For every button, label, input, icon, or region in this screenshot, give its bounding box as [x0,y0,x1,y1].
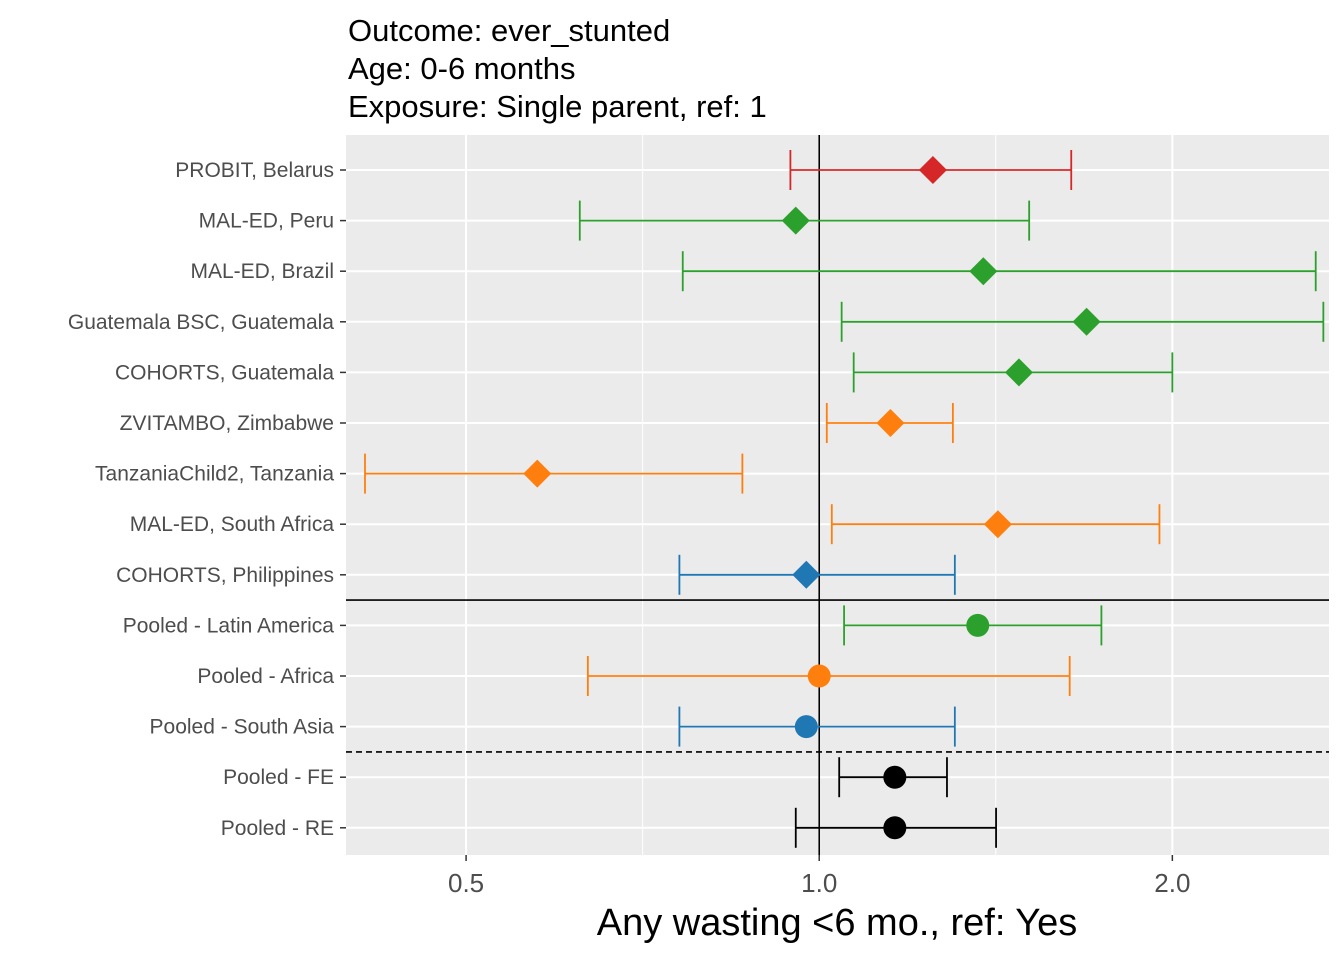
estimate-row [838,757,948,798]
title-line-exposure: Exposure: Single parent, ref: 1 [348,89,767,124]
estimate-row [852,352,1174,393]
y-axis-label: COHORTS, Guatemala [115,361,334,384]
y-axis-label: MAL-ED, Brazil [190,260,334,283]
reference-lines [346,135,1329,855]
point-estimate-diamond [918,156,947,184]
y-axis-label: TanzaniaChild2, Tanzania [95,463,334,486]
point-estimate-circle [794,715,818,739]
point-estimate-circle [966,613,990,637]
estimate-row [678,706,956,747]
x-tick-label: 1.0 [801,868,837,898]
y-axis-label: Pooled - FE [223,766,334,789]
point-estimate-circle [807,664,831,688]
y-axis-label: Pooled - South Asia [150,716,335,739]
x-tick-label: 0.5 [448,868,484,898]
estimate-row [678,554,956,595]
estimate-row [578,200,1031,241]
point-estimate-diamond [523,459,552,488]
chart-title: Outcome: ever_stunted Age: 0-6 months Ex… [348,13,767,124]
x-axis-label: Any wasting <6 mo., ref: Yes [597,902,1078,944]
x-axis-ticks: 0.5 1.0 2.0 [448,855,1190,898]
title-line-age: Age: 0-6 months [348,51,575,86]
y-axis-label: Pooled - RE [221,817,334,840]
point-estimate-diamond [876,409,905,437]
estimate-row [830,504,1161,545]
point-estimate-diamond [983,510,1012,539]
x-tick-label: 2.0 [1154,868,1190,898]
y-axis-label: Pooled - Latin America [123,614,335,637]
estimate-row [586,656,1071,696]
estimate-row [840,301,1325,342]
point-estimate-circle [883,816,907,840]
y-axis-label: MAL-ED, Peru [199,210,334,233]
estimate-row [794,807,997,848]
point-estimate-diamond [792,560,821,589]
y-axis-labels: PROBIT, Belarus MAL-ED, Peru MAL-ED, Brazi… [68,159,346,840]
plot-panel [346,135,1329,855]
y-axis-label: MAL-ED, South Africa [130,513,335,536]
title-line-outcome: Outcome: ever_stunted [348,13,670,48]
estimate-row [843,605,1103,646]
y-axis-label: Pooled - Africa [197,665,334,688]
point-estimate-circle [883,765,907,789]
estimate-rows [364,150,1325,848]
estimate-row [681,251,1317,292]
estimate-row [789,150,1073,190]
point-estimate-diamond [1004,358,1033,387]
y-axis-label: PROBIT, Belarus [175,159,334,182]
point-estimate-diamond [969,257,998,286]
point-estimate-diamond [1072,307,1101,336]
y-axis-label: ZVITAMBO, Zimbabwe [120,412,334,435]
y-axis-label: Guatemala BSC, Guatemala [68,311,334,334]
point-estimate-diamond [781,206,810,235]
y-axis-label: COHORTS, Philippines [116,564,334,587]
estimate-row [364,453,744,494]
estimate-row [825,403,954,443]
